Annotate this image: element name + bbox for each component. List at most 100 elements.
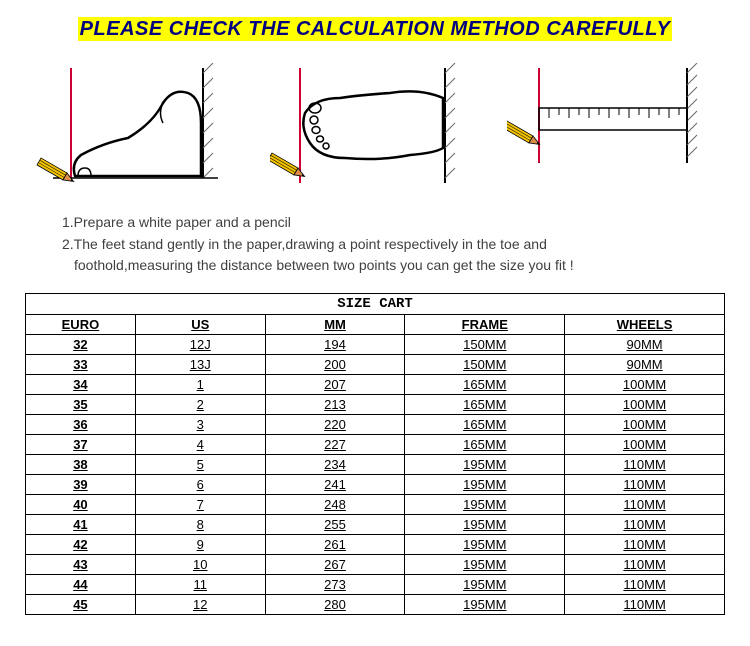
instructions: 1.Prepare a white paper and a pencil 2.T… — [0, 213, 750, 293]
instruction-line-2: 2.The feet stand gently in the paper,dra… — [62, 235, 710, 255]
table-cell: 234 — [265, 454, 405, 474]
table-cell: 195MM — [405, 454, 565, 474]
table-cell: 100MM — [565, 394, 725, 414]
table-cell: 34 — [26, 374, 136, 394]
table-cell: 280 — [265, 594, 405, 614]
table-cell: 90MM — [565, 354, 725, 374]
table-cell: 267 — [265, 554, 405, 574]
table-row: 4512280195MM110MM — [26, 594, 725, 614]
table-cell: 195MM — [405, 594, 565, 614]
table-cell: 150MM — [405, 334, 565, 354]
table-cell: 90MM — [565, 334, 725, 354]
table-cell: 261 — [265, 534, 405, 554]
instruction-line-1: 1.Prepare a white paper and a pencil — [62, 213, 710, 233]
col-wheels: WHEELS — [565, 314, 725, 334]
table-row: 341207165MM100MM — [26, 374, 725, 394]
table-cell: 150MM — [405, 354, 565, 374]
table-cell: 10 — [135, 554, 265, 574]
table-row: 3212J194150MM90MM — [26, 334, 725, 354]
table-row: 396241195MM110MM — [26, 474, 725, 494]
table-cell: 44 — [26, 574, 136, 594]
table-cell: 6 — [135, 474, 265, 494]
table-cell: 241 — [265, 474, 405, 494]
table-cell: 45 — [26, 594, 136, 614]
table-header-row: EURO US MM FRAME WHEELS — [26, 314, 725, 334]
table-cell: 165MM — [405, 434, 565, 454]
table-cell: 110MM — [565, 474, 725, 494]
table-row: 429261195MM110MM — [26, 534, 725, 554]
table-row: 407248195MM110MM — [26, 494, 725, 514]
table-cell: 195MM — [405, 554, 565, 574]
table-cell: 195MM — [405, 494, 565, 514]
table-row: 418255195MM110MM — [26, 514, 725, 534]
table-cell: 4 — [135, 434, 265, 454]
table-cell: 40 — [26, 494, 136, 514]
table-cell: 36 — [26, 414, 136, 434]
col-euro: EURO — [26, 314, 136, 334]
table-cell: 165MM — [405, 414, 565, 434]
table-row: 4411273195MM110MM — [26, 574, 725, 594]
table-cell: 200 — [265, 354, 405, 374]
table-cell: 110MM — [565, 494, 725, 514]
col-mm: MM — [265, 314, 405, 334]
table-cell: 110MM — [565, 574, 725, 594]
header-title: PLEASE CHECK THE CALCULATION METHOD CARE… — [78, 17, 673, 41]
table-row: 352213165MM100MM — [26, 394, 725, 414]
table-cell: 37 — [26, 434, 136, 454]
table-cell: 3 — [135, 414, 265, 434]
table-cell: 35 — [26, 394, 136, 414]
col-frame: FRAME — [405, 314, 565, 334]
table-cell: 165MM — [405, 394, 565, 414]
table-cell: 195MM — [405, 474, 565, 494]
header: PLEASE CHECK THE CALCULATION METHOD CARE… — [0, 0, 750, 53]
table-cell: 2 — [135, 394, 265, 414]
table-cell: 273 — [265, 574, 405, 594]
table-cell: 12J — [135, 334, 265, 354]
table-cell: 32 — [26, 334, 136, 354]
diagram-ruler — [507, 63, 717, 193]
diagrams-row — [0, 53, 750, 213]
table-cell: 11 — [135, 574, 265, 594]
table-cell: 110MM — [565, 514, 725, 534]
table-cell: 110MM — [565, 554, 725, 574]
table-title: SIZE CART — [26, 293, 725, 314]
table-cell: 110MM — [565, 534, 725, 554]
table-cell: 7 — [135, 494, 265, 514]
diagram-side-foot — [33, 63, 243, 193]
col-us: US — [135, 314, 265, 334]
table-cell: 41 — [26, 514, 136, 534]
table-cell: 220 — [265, 414, 405, 434]
table-cell: 100MM — [565, 414, 725, 434]
diagram-top-foot — [270, 63, 480, 193]
table-cell: 33 — [26, 354, 136, 374]
table-cell: 43 — [26, 554, 136, 574]
table-cell: 100MM — [565, 434, 725, 454]
table-cell: 8 — [135, 514, 265, 534]
table-cell: 248 — [265, 494, 405, 514]
table-row: 363220165MM100MM — [26, 414, 725, 434]
table-row: 374227165MM100MM — [26, 434, 725, 454]
table-cell: 207 — [265, 374, 405, 394]
table-cell: 110MM — [565, 594, 725, 614]
table-cell: 165MM — [405, 374, 565, 394]
table-cell: 5 — [135, 454, 265, 474]
size-chart-table: SIZE CART EURO US MM FRAME WHEELS 3212J1… — [25, 293, 725, 615]
table-cell: 110MM — [565, 454, 725, 474]
table-cell: 255 — [265, 514, 405, 534]
table-cell: 39 — [26, 474, 136, 494]
table-cell: 12 — [135, 594, 265, 614]
table-body: 3212J194150MM90MM3313J200150MM90MM341207… — [26, 334, 725, 614]
table-cell: 1 — [135, 374, 265, 394]
table-cell: 227 — [265, 434, 405, 454]
table-row: 4310267195MM110MM — [26, 554, 725, 574]
table-cell: 13J — [135, 354, 265, 374]
table-cell: 213 — [265, 394, 405, 414]
table-title-row: SIZE CART — [26, 293, 725, 314]
table-cell: 9 — [135, 534, 265, 554]
table-cell: 194 — [265, 334, 405, 354]
table-cell: 195MM — [405, 574, 565, 594]
table-row: 385234195MM110MM — [26, 454, 725, 474]
table-cell: 100MM — [565, 374, 725, 394]
instruction-line-3: foothold,measuring the distance between … — [62, 256, 710, 276]
table-cell: 195MM — [405, 514, 565, 534]
